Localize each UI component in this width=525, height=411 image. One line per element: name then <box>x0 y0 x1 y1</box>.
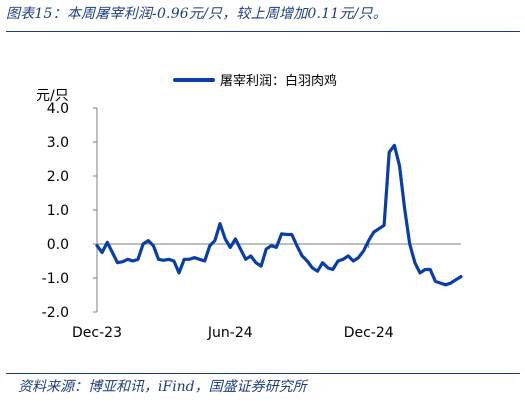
data-point <box>188 258 191 261</box>
data-point <box>121 260 124 263</box>
data-point <box>419 272 422 275</box>
data-point <box>398 164 401 167</box>
data-point <box>265 248 268 251</box>
plot-area <box>95 143 463 287</box>
data-point <box>296 244 299 247</box>
data-point <box>260 265 263 268</box>
data-point <box>147 239 150 242</box>
data-point <box>352 260 355 263</box>
data-point <box>101 251 104 254</box>
data-point <box>178 272 181 275</box>
data-point <box>157 258 160 261</box>
data-point <box>449 282 452 285</box>
y-tick-label: 2.0 <box>47 169 69 185</box>
data-point <box>301 255 304 258</box>
y-tick-label: 1.0 <box>47 203 69 219</box>
data-point <box>408 243 411 246</box>
data-point <box>424 268 427 271</box>
source-rule <box>6 373 520 374</box>
figure-title: 图表15：本周屠宰利润-0.96元/只，较上周增加0.11元/只。 <box>6 6 387 22</box>
y-tick-label: -1.0 <box>42 271 69 287</box>
y-tick-label: 4.0 <box>47 101 69 117</box>
data-point <box>214 239 217 242</box>
data-point <box>280 232 283 235</box>
data-point <box>285 233 288 236</box>
data-point <box>224 238 227 241</box>
y-axis-unit-label: 元/只 <box>36 88 69 104</box>
data-point <box>306 260 309 263</box>
data-point <box>331 268 334 271</box>
series-line <box>95 143 463 287</box>
data-point <box>219 222 222 225</box>
data-point <box>393 144 396 147</box>
data-point <box>106 241 109 244</box>
data-point <box>347 255 350 258</box>
chart-container: 屠宰利润：白羽肉鸡 元/只 4.0 3.0 2.0 1.0 0.0 -1.0 -2.0 Dec… <box>0 32 525 372</box>
data-point <box>444 283 447 286</box>
data-point <box>183 258 186 261</box>
data-point <box>255 261 258 264</box>
data-point <box>249 255 252 258</box>
data-point <box>290 233 293 236</box>
data-point <box>173 260 176 263</box>
data-point <box>362 249 365 252</box>
data-point <box>126 258 129 261</box>
legend-label: 屠宰利润：白羽肉鸡 <box>220 73 337 89</box>
data-point <box>137 258 140 261</box>
data-point <box>193 256 196 259</box>
y-tick-label: 3.0 <box>47 135 69 151</box>
legend: 屠宰利润：白羽肉鸡 <box>173 73 337 89</box>
data-point <box>337 260 340 263</box>
x-tick-label: Dec-23 <box>72 325 122 341</box>
data-point <box>111 251 114 254</box>
data-point <box>357 256 360 259</box>
data-point <box>132 260 135 263</box>
chart-svg: 屠宰利润：白羽肉鸡 元/只 4.03.02.01.00.0-1.0-2.0Dec… <box>36 73 463 341</box>
x-tick-label: Jun-24 <box>207 325 253 341</box>
source-note: 资料来源：博亚和讯，iFind，国盛证券研究所 <box>18 379 307 395</box>
data-point <box>455 278 458 281</box>
data-point <box>342 258 345 261</box>
data-point <box>326 266 329 269</box>
data-point <box>434 280 437 283</box>
data-point <box>116 261 119 264</box>
data-point <box>162 259 165 262</box>
data-point <box>388 151 391 154</box>
data-point <box>96 244 99 247</box>
y-tick-label: -2.0 <box>42 305 69 321</box>
data-point <box>167 258 170 261</box>
data-point <box>316 270 319 273</box>
data-point <box>229 246 232 249</box>
title-rule <box>6 31 520 32</box>
data-point <box>383 224 386 227</box>
data-point <box>414 261 417 264</box>
data-point <box>270 244 273 247</box>
data-point <box>311 266 314 269</box>
data-point <box>234 238 237 241</box>
y-tick-label: 0.0 <box>47 237 69 253</box>
data-point <box>244 258 247 261</box>
data-point <box>403 207 406 210</box>
data-point <box>198 258 201 261</box>
data-point <box>208 244 211 247</box>
data-point <box>378 227 381 230</box>
data-point <box>275 246 278 249</box>
data-point <box>429 268 432 271</box>
data-point <box>372 231 375 234</box>
data-point <box>239 248 242 251</box>
data-point <box>367 239 370 242</box>
x-tick-label: Dec-24 <box>344 325 394 341</box>
data-point <box>142 243 145 246</box>
data-point <box>439 282 442 285</box>
data-point <box>321 261 324 264</box>
data-point <box>460 275 463 278</box>
data-point <box>203 260 206 263</box>
data-point <box>152 244 155 247</box>
